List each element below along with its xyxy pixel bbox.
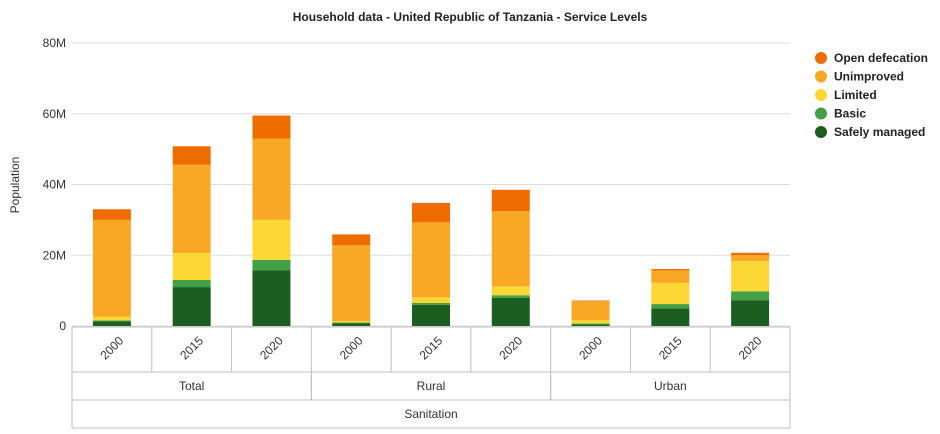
- bar-segment: [172, 164, 211, 254]
- bar-segment: [412, 303, 450, 305]
- bar-segment: [412, 202, 450, 223]
- group-label: Urban: [654, 379, 687, 393]
- y-tick-label: 0: [59, 319, 66, 333]
- bar-segment: [172, 280, 211, 288]
- bar-segment: [332, 234, 371, 246]
- bar-segment: [92, 316, 131, 321]
- bar-segment: [332, 323, 371, 326]
- legend-swatch: [815, 52, 827, 64]
- legend-item[interactable]: Open defecation: [815, 51, 928, 65]
- bar-segment: [412, 297, 450, 304]
- bar-segment: [412, 304, 450, 326]
- category-label: 2015: [177, 333, 206, 362]
- category-label: 2000: [337, 333, 366, 362]
- bar-segment: [651, 308, 690, 326]
- bar-segment: [252, 115, 291, 139]
- bar-segment: [571, 320, 610, 324]
- category-label: 2000: [576, 333, 605, 362]
- legend-item[interactable]: Limited: [815, 88, 877, 102]
- bar-segment: [651, 304, 690, 309]
- bar-segment: [651, 269, 690, 271]
- y-tick-label: 60M: [43, 107, 66, 121]
- y-tick-label: 20M: [43, 248, 66, 262]
- bar-segment: [332, 321, 371, 323]
- group-label: Rural: [417, 379, 446, 393]
- bar-segment: [731, 252, 770, 256]
- bar-segment: [731, 300, 770, 326]
- category-label: 2015: [656, 333, 685, 362]
- bar-segment: [172, 253, 211, 281]
- legend-swatch: [815, 70, 827, 83]
- bar-segment: [92, 320, 131, 322]
- y-axis-label: Population: [8, 157, 22, 214]
- bar-segment: [731, 291, 770, 301]
- bar-segment: [412, 222, 450, 298]
- bar-segment: [491, 297, 530, 326]
- bar-segment: [252, 219, 291, 260]
- bar-segment: [92, 209, 131, 220]
- super-group-label: Sanitation: [404, 407, 457, 421]
- bar-segment: [252, 138, 291, 220]
- legend-item[interactable]: Basic: [815, 107, 866, 121]
- category-label: 2020: [257, 333, 286, 362]
- bar-segment: [491, 211, 530, 287]
- chart-title: Household data - United Republic of Tanz…: [293, 10, 648, 24]
- legend-item[interactable]: Unimproved: [815, 70, 904, 84]
- bars: [92, 115, 770, 326]
- bar-segment: [92, 321, 131, 326]
- group-label: Total: [179, 379, 204, 393]
- legend[interactable]: Open defecation Unimproved Limited Basic Saf…: [815, 51, 928, 139]
- bar-segment: [172, 287, 211, 326]
- legend-swatch: [815, 107, 827, 120]
- category-label: 2020: [496, 333, 525, 362]
- bar-segment: [491, 286, 530, 296]
- y-tick-label: 40M: [43, 178, 66, 192]
- y-tick-label: 80M: [43, 36, 66, 50]
- legend-label: Limited: [834, 88, 877, 102]
- bar-segment: [651, 270, 690, 283]
- bar-segment: [332, 245, 371, 322]
- y-axis-ticks: 0 20M 40M 60M 80M: [43, 36, 67, 333]
- bar-segment: [571, 324, 610, 326]
- bar-segment: [92, 219, 131, 317]
- bar-segment: [571, 300, 610, 302]
- legend-swatch: [815, 89, 827, 101]
- bar-segment: [571, 301, 610, 321]
- bar-segment: [651, 282, 690, 305]
- bar-segment: [491, 295, 530, 298]
- category-label: 2020: [736, 333, 765, 362]
- category-label: 2000: [97, 333, 126, 362]
- legend-label: Safely managed: [834, 125, 925, 139]
- bar-segment: [731, 255, 770, 262]
- x-axis-category-table: Total Rural Urban Sanitation 2000 2015 2020 200…: [71, 326, 791, 429]
- legend-label: Open defecation: [834, 51, 928, 65]
- bar-segment: [332, 322, 371, 324]
- bar-segment: [252, 259, 291, 271]
- bar-segment: [571, 323, 610, 325]
- bar-segment: [172, 146, 211, 165]
- legend-label: Basic: [834, 107, 866, 121]
- bar-segment: [491, 189, 530, 212]
- legend-swatch: [815, 126, 827, 138]
- legend-label: Unimproved: [834, 70, 904, 84]
- bar-segment: [252, 270, 291, 326]
- bar-segment: [731, 261, 770, 292]
- category-label: 2015: [417, 333, 446, 362]
- legend-item[interactable]: Safely managed: [815, 125, 925, 139]
